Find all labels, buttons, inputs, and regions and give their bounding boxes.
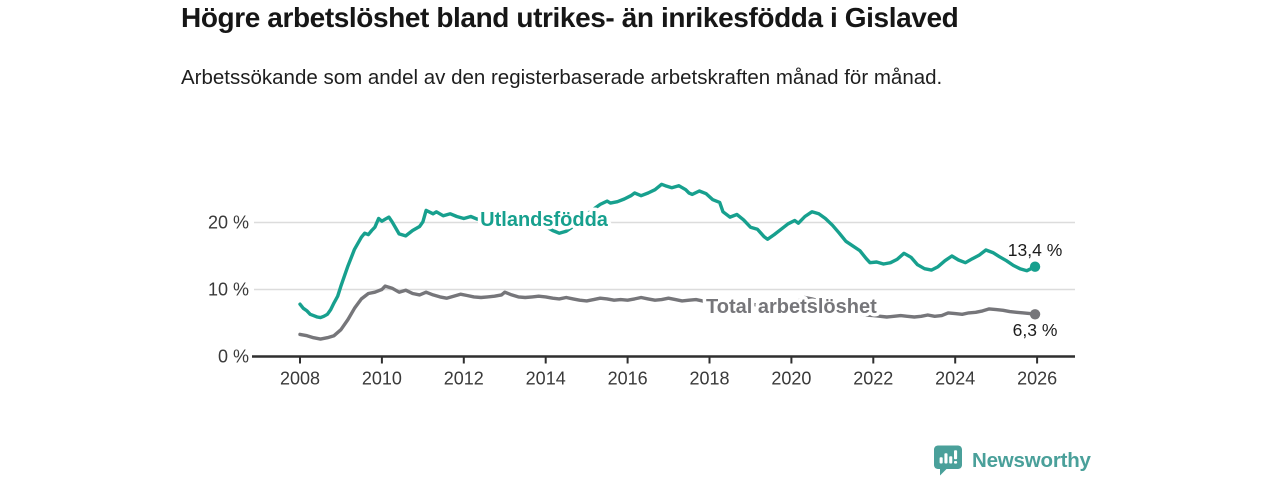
x-tick-label: 2014 xyxy=(526,369,566,389)
y-tick-label: 10 % xyxy=(208,280,249,300)
series-label-total-arbetsl-shet: Total arbetslöshet xyxy=(706,296,877,318)
x-tick-label: 2020 xyxy=(771,369,811,389)
chart-subtitle: Arbetssökande som andel av den registerb… xyxy=(181,66,943,89)
x-tick-label: 2012 xyxy=(444,369,484,389)
y-tick-label: 0 % xyxy=(218,347,249,367)
brand-name: Newsworthy xyxy=(972,448,1091,472)
series-end-value-total-arbetsl-shet: 6,3 % xyxy=(1013,320,1058,340)
x-tick-label: 2018 xyxy=(689,369,729,389)
x-tick-label: 2010 xyxy=(362,369,402,389)
series-end-dot-utlandsf-dda xyxy=(1029,261,1041,272)
newsworthy-logo-icon xyxy=(933,444,963,477)
series-line-total-arbetsl-shet xyxy=(298,284,1037,341)
x-tick-label: 2008 xyxy=(280,369,320,389)
series-end-value-utlandsf-dda: 13,4 % xyxy=(1008,240,1062,260)
x-tick-label: 2024 xyxy=(935,369,975,389)
y-tick-label: 20 % xyxy=(208,213,249,233)
series-label-utlandsf-dda: Utlandsfödda xyxy=(480,209,609,231)
x-tick-label: 2022 xyxy=(853,369,893,389)
series-end-dot-total-arbetsl-shet xyxy=(1029,309,1041,320)
chart-title: Högre arbetslöshet bland utrikes- än inr… xyxy=(181,2,959,33)
x-tick-label: 2016 xyxy=(608,369,648,389)
series-line-utlandsf-dda xyxy=(298,182,1037,320)
x-tick-label: 2026 xyxy=(1017,369,1057,389)
brand-footer: Newsworthy xyxy=(933,444,1091,477)
